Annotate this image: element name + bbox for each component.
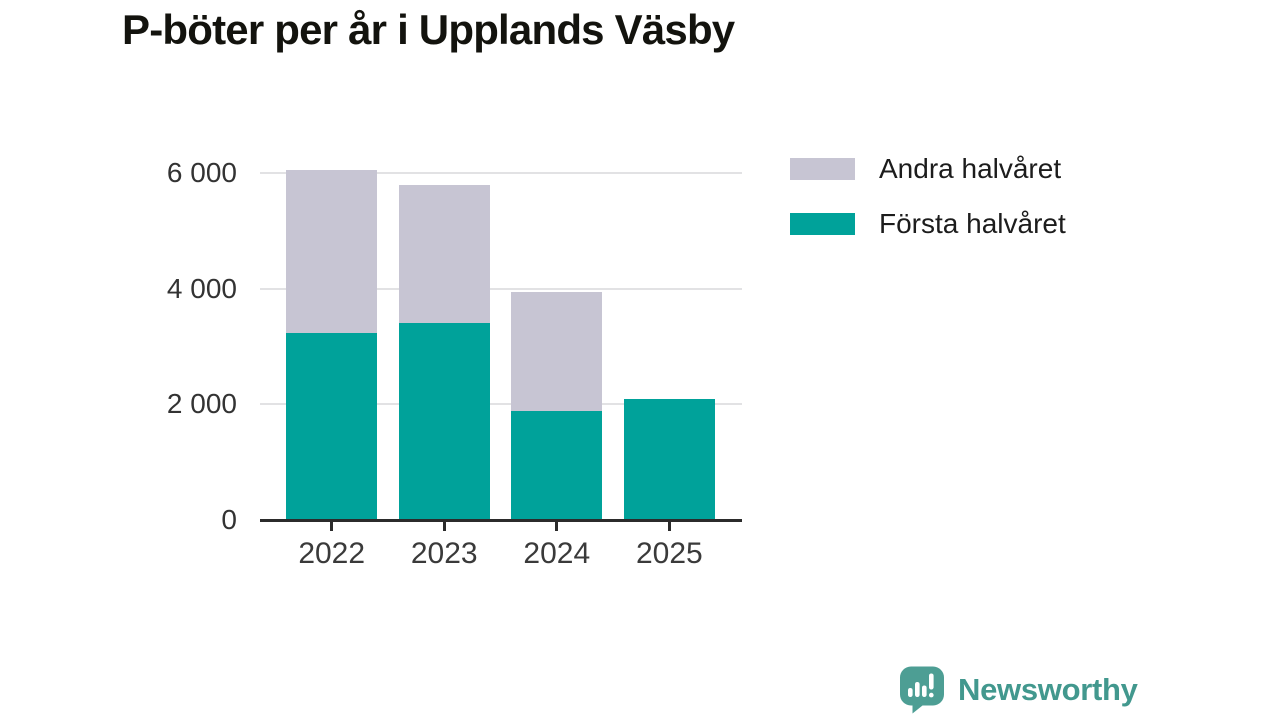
legend-label-andra-halvaret: Andra halvåret bbox=[879, 153, 1062, 184]
x-axis-label-2022: 2022 bbox=[298, 537, 366, 570]
x-axis-tick-2022 bbox=[330, 521, 334, 531]
legend-swatch-forsta-halvaret bbox=[790, 213, 855, 235]
y-axis-tick-label: 0 bbox=[221, 504, 237, 535]
x-axis-tick-2025 bbox=[667, 521, 671, 531]
newsworthy-logo: Newsworthy bbox=[899, 666, 1138, 714]
x-axis-label-2024: 2024 bbox=[523, 537, 591, 570]
gridline-2000 bbox=[260, 403, 742, 406]
plot-area: 0 2 000 4 000 6 000 2022 2023 2024 2025 bbox=[167, 158, 742, 570]
legend: Andra halvåret Första halvåret bbox=[790, 153, 1066, 240]
y-axis-tick-label: 2 000 bbox=[166, 388, 237, 420]
bar-2024-f-rsta-halv-ret bbox=[511, 410, 603, 520]
bar-2022-f-rsta-halv-ret bbox=[286, 333, 378, 520]
bar-2022-andra-halv-ret bbox=[286, 169, 378, 334]
x-axis-label-2025: 2025 bbox=[635, 537, 703, 570]
y-axis-tick-label: 6 000 bbox=[166, 157, 237, 188]
newsworthy-speech-bubble-bar-chart-icon bbox=[900, 666, 944, 714]
x-axis-line bbox=[260, 518, 742, 522]
gridline-6000 bbox=[260, 172, 742, 174]
x-axis-tick-2023 bbox=[442, 521, 446, 531]
bar-2023-f-rsta-halv-ret bbox=[398, 323, 490, 520]
bar-2024-andra-halv-ret bbox=[511, 292, 603, 411]
legend-item-andra-halvaret: Andra halvåret bbox=[790, 153, 1066, 185]
chart-title: P-böter per år i Upplands Väsby bbox=[122, 6, 735, 53]
bar-2023-andra-halv-ret bbox=[398, 184, 490, 324]
legend-item-forsta-halvaret: Första halvåret bbox=[790, 208, 1066, 240]
x-axis-label-2023: 2023 bbox=[410, 537, 478, 570]
legend-label-forsta-halvaret: Första halvåret bbox=[879, 208, 1066, 239]
x-axis-tick-2024 bbox=[555, 521, 559, 531]
bar-2025-f-rsta-halv-ret bbox=[623, 398, 715, 520]
gridline-4000 bbox=[260, 287, 742, 290]
newsworthy-wordmark: Newsworthy bbox=[958, 672, 1138, 707]
y-axis-tick-label: 4 000 bbox=[166, 272, 237, 304]
legend-swatch-andra-halvaret bbox=[790, 158, 855, 180]
